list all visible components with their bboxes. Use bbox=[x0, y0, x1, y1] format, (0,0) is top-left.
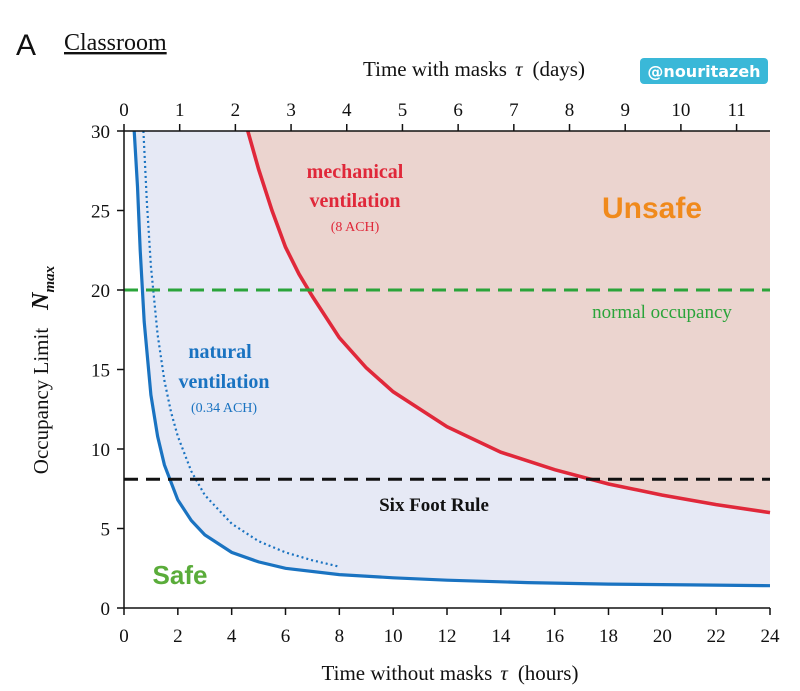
top-axis-label: Time with masks bbox=[363, 57, 507, 81]
x-tick-label: 4 bbox=[227, 626, 237, 647]
x-tick-label: 18 bbox=[599, 626, 618, 647]
natural-label-line1: natural bbox=[188, 341, 252, 363]
x-tick-label: 20 bbox=[653, 626, 672, 647]
x-tick-label: 10 bbox=[384, 626, 403, 647]
y-axis-title: Occupancy Limit Nmax bbox=[28, 265, 58, 474]
top-tick-label: 3 bbox=[286, 100, 296, 121]
x-tick-label: 0 bbox=[119, 626, 129, 647]
top-tick-label: 5 bbox=[398, 100, 408, 121]
watermark-badge-bg bbox=[640, 58, 768, 84]
natural-ventilation-dotted-line bbox=[142, 130, 340, 568]
y-axis-symbol-sub: max bbox=[42, 265, 58, 292]
top-tick-label: 8 bbox=[565, 100, 575, 121]
top-axis-symbol: τ bbox=[515, 57, 524, 81]
natural-ventilation-line bbox=[132, 130, 771, 588]
y-axis-label: Occupancy Limit bbox=[29, 328, 53, 475]
six-foot-rule-label: Six Foot Rule bbox=[379, 495, 489, 516]
x-tick-label: 16 bbox=[545, 626, 564, 647]
y-tick-label: 20 bbox=[91, 281, 110, 302]
y-tick-label: 5 bbox=[101, 520, 111, 541]
x-tick-label: 2 bbox=[173, 626, 183, 647]
x-tick-label: 14 bbox=[491, 626, 511, 647]
x-tick-label: 8 bbox=[335, 626, 345, 647]
y-tick-label: 30 bbox=[91, 122, 110, 143]
top-tick-label: 1 bbox=[175, 100, 185, 121]
bottom-axis-unit: (hours) bbox=[518, 661, 579, 685]
y-tick-label: 25 bbox=[91, 202, 110, 223]
top-tick-label: 9 bbox=[620, 100, 630, 121]
unsafe-label: Unsafe bbox=[602, 192, 702, 225]
mechanical-label-line1: mechanical bbox=[307, 161, 404, 183]
mechanical-label-line2: ventilation bbox=[309, 190, 400, 212]
bottom-axis-title: Time without masks τ (hours) bbox=[322, 661, 579, 685]
x-tick-label: 6 bbox=[281, 626, 291, 647]
watermark-badge: @nouritazeh bbox=[647, 62, 760, 81]
x-tick-label: 12 bbox=[438, 626, 457, 647]
natural-label-line2: ventilation bbox=[178, 371, 269, 393]
top-tick-label: 10 bbox=[671, 100, 690, 121]
y-tick-label: 10 bbox=[91, 440, 110, 461]
panel-letter: A bbox=[16, 29, 36, 62]
x-tick-label: 24 bbox=[761, 626, 781, 647]
top-tick-label: 11 bbox=[727, 100, 745, 121]
mechanical-ventilation-line bbox=[246, 130, 771, 515]
top-axis-unit: (days) bbox=[532, 57, 584, 81]
bottom-axis-label: Time without masks bbox=[322, 661, 493, 685]
top-tick-label: 0 bbox=[119, 100, 129, 121]
safe-label: Safe bbox=[153, 560, 208, 590]
mechanical-label-line3: (8 ACH) bbox=[331, 220, 380, 235]
normal-occupancy-label: normal occupancy bbox=[592, 302, 732, 323]
x-tick-label: 22 bbox=[707, 626, 726, 647]
top-tick-label: 4 bbox=[342, 100, 352, 121]
top-tick-label: 7 bbox=[509, 100, 519, 121]
panel-title: Classroom bbox=[64, 30, 167, 56]
y-axis-symbol: N bbox=[28, 291, 54, 311]
top-tick-label: 6 bbox=[453, 100, 463, 121]
unsafe-region bbox=[247, 131, 771, 513]
bottom-axis-symbol: τ bbox=[500, 661, 509, 685]
top-tick-label: 2 bbox=[231, 100, 241, 121]
svg-text:Occupancy LimitNmax: Occupancy Limit Nmax bbox=[28, 265, 58, 474]
top-axis-title: Time with masks τ (days) bbox=[363, 57, 585, 81]
safe-region bbox=[134, 131, 770, 586]
y-tick-label: 0 bbox=[101, 599, 111, 620]
natural-label-line3: (0.34 ACH) bbox=[191, 401, 257, 416]
y-tick-label: 15 bbox=[91, 361, 110, 382]
